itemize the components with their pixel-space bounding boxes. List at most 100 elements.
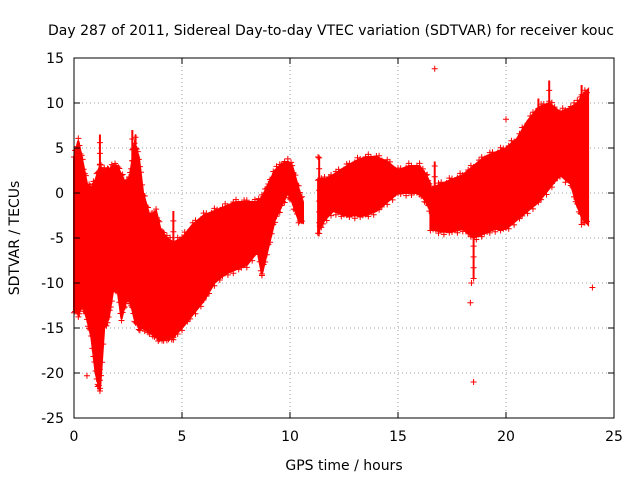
data-point-spike — [578, 189, 585, 196]
data-point-edge — [187, 315, 194, 322]
data-point-spike — [546, 119, 553, 126]
data-point-spike — [546, 141, 553, 148]
data-point-spike — [170, 282, 177, 289]
data-point-spike — [132, 209, 139, 216]
data-point-edge — [263, 251, 270, 258]
data-point-edge — [80, 166, 87, 173]
data-point-edge — [103, 169, 110, 176]
data-point-edge — [400, 167, 407, 174]
data-point-edge — [349, 162, 356, 169]
data-point-spike — [96, 388, 103, 394]
data-point-edge — [427, 227, 434, 234]
data-point-edge — [359, 212, 366, 219]
data-point-spike — [96, 280, 103, 286]
data-point-edge — [419, 191, 426, 198]
data-point-edge — [187, 227, 194, 234]
data-point-edge — [505, 225, 512, 232]
data-points — [71, 65, 596, 394]
data-point-edge — [438, 226, 445, 233]
data-point-edge — [179, 234, 185, 241]
data-point-spike — [170, 250, 177, 257]
data-point-edge — [75, 313, 82, 320]
data-point-edge — [359, 157, 366, 164]
data-point-spike — [258, 217, 265, 223]
data-point-spike — [316, 154, 323, 161]
data-point-edge — [521, 123, 528, 130]
data-point-spike — [170, 304, 177, 311]
data-point-edge — [265, 181, 272, 188]
data-point-spike — [470, 232, 477, 239]
data-point-spike — [96, 258, 103, 265]
x-tick-label: 20 — [497, 429, 515, 445]
data-point-edge — [120, 304, 127, 311]
data-point-spike — [129, 200, 136, 207]
data-point-edge — [143, 324, 150, 331]
data-point-edge — [119, 309, 126, 316]
data-point-edge — [257, 196, 264, 203]
data-point-spike — [535, 105, 542, 112]
data-point-edge — [125, 295, 131, 302]
data-point-spike — [96, 247, 103, 254]
data-point-edge — [167, 234, 174, 241]
data-point-edge — [508, 137, 515, 144]
data-point-edge — [105, 313, 112, 320]
data-point-edge — [136, 163, 143, 170]
data-point-spike — [129, 254, 136, 261]
data-point-edge — [530, 205, 536, 212]
data-point-edge — [457, 223, 464, 230]
data-point-edge — [255, 251, 262, 258]
data-point-spike — [96, 193, 103, 200]
data-point-edge — [443, 226, 450, 233]
data-point-edge — [238, 201, 245, 208]
data-point-edge — [139, 181, 146, 188]
data-point-edge — [319, 220, 326, 227]
data-point-edge — [569, 105, 576, 112]
data-point-spike — [129, 287, 136, 294]
data-point-spike — [129, 146, 136, 153]
data-point-edge — [574, 200, 581, 207]
data-point-edge — [503, 225, 509, 232]
data-point-edge — [319, 178, 326, 185]
data-point-spike — [96, 172, 103, 178]
data-point-edge — [118, 317, 125, 324]
data-point-edge — [141, 192, 148, 199]
data-point-edge — [486, 149, 493, 156]
data-point-edge — [497, 144, 504, 151]
data-point-edge — [146, 331, 153, 338]
data-point-edge — [500, 225, 507, 232]
data-point-edge — [189, 309, 196, 316]
data-point-edge — [153, 331, 160, 338]
data-point-edge — [427, 183, 434, 190]
data-point-spike — [129, 265, 136, 272]
data-point-edge — [462, 172, 469, 179]
data-point-edge — [351, 215, 358, 222]
data-point-edge — [362, 153, 369, 160]
data-point-edge — [160, 229, 167, 236]
data-point-edge — [508, 218, 515, 225]
data-point-outlier — [315, 154, 322, 160]
data-point-edge — [470, 163, 477, 170]
data-point-edge — [197, 303, 204, 310]
data-point-edge — [516, 215, 523, 222]
data-point-spike — [470, 221, 477, 228]
data-point-edge — [271, 219, 278, 226]
data-point-edge — [551, 104, 558, 111]
data-point-edge — [151, 210, 158, 217]
data-point-edge — [91, 358, 98, 365]
data-point-edge — [92, 178, 99, 185]
data-point-edge — [115, 164, 122, 171]
data-point-spike — [578, 124, 585, 131]
data-point-spike — [96, 139, 103, 146]
data-point-edge — [451, 226, 458, 233]
data-point-edge — [141, 328, 148, 335]
data-point-spike — [129, 276, 136, 283]
data-point-edge — [584, 218, 590, 225]
data-point-spike — [129, 157, 136, 164]
data-point-edge — [104, 319, 111, 326]
data-point-edge — [93, 376, 100, 383]
data-point-edge — [103, 322, 110, 329]
data-point-edge — [298, 218, 305, 225]
data-point-edge — [492, 228, 499, 235]
data-point-edge — [354, 210, 361, 217]
data-point-spike — [431, 184, 438, 191]
